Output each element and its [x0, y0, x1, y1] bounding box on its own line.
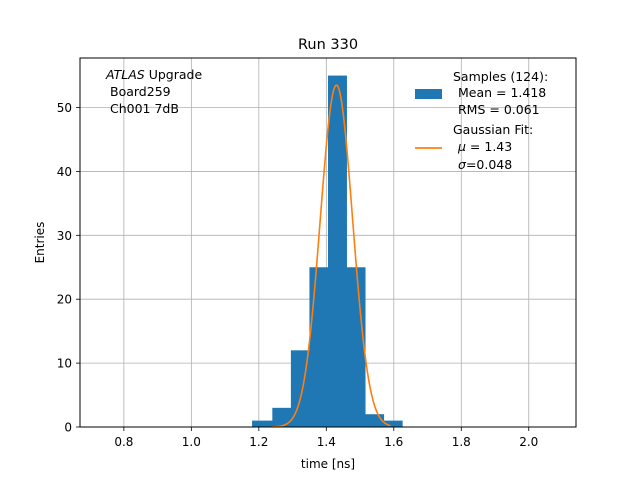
annotation-upgrade: Upgrade [145, 67, 203, 82]
histogram-bar [309, 267, 329, 427]
histogram-bar [328, 75, 347, 428]
x-tick-label: 1.4 [317, 435, 336, 449]
legend-fit-sigma: σ=0.048 [458, 157, 512, 172]
histogram-bar [252, 420, 273, 427]
legend-samples-title: Samples (124): [453, 69, 548, 84]
y-tick-label: 0 [64, 421, 72, 435]
annotation-atlas: ATLAS [105, 67, 145, 82]
x-tick-label: 2.0 [519, 435, 538, 449]
legend-mu-symbol: μ [457, 139, 466, 154]
histogram-bars [252, 75, 403, 428]
gaussian-fit-curve [272, 84, 391, 428]
legend-sigma-value: =0.048 [466, 157, 512, 172]
histogram-bar [383, 420, 403, 427]
histogram-bar [272, 407, 292, 427]
y-axis-ticks: 0 10 20 30 40 50 [57, 101, 80, 435]
plot-frame [79, 57, 577, 428]
legend-sigma-symbol: σ [458, 157, 467, 172]
y-tick-label: 10 [57, 357, 72, 371]
legend-fit-mu: μ = 1.43 [457, 139, 512, 154]
legend-fit-title: Gaussian Fit: [453, 122, 533, 137]
atlas-annotation: ATLAS Upgrade Board259 Ch001 7dB [105, 67, 202, 116]
legend-samples-swatch [415, 89, 442, 99]
y-tick-label: 40 [57, 165, 72, 179]
y-tick-label: 20 [57, 293, 72, 307]
y-axis-label: Entries [33, 222, 47, 264]
annotation-channel: Ch001 7dB [110, 101, 179, 116]
x-tick-label: 1.8 [452, 435, 471, 449]
x-tick-label: 0.8 [114, 435, 133, 449]
y-tick-label: 30 [57, 229, 72, 243]
x-axis-label: time [ns] [301, 457, 355, 471]
histogram-bar [346, 267, 366, 427]
x-tick-label: 1.0 [182, 435, 201, 449]
x-tick-label: 1.6 [384, 435, 403, 449]
annotation-line-1: ATLAS Upgrade [105, 67, 202, 82]
annotation-board: Board259 [110, 84, 171, 99]
legend: Samples (124): Mean = 1.418 RMS = 0.061 … [415, 69, 548, 172]
y-tick-label: 50 [57, 101, 72, 115]
chart-title: Run 330 [298, 37, 358, 53]
legend-mu-value: = 1.43 [466, 139, 512, 154]
legend-samples-mean: Mean = 1.418 [458, 85, 546, 100]
legend-samples-rms: RMS = 0.061 [458, 102, 540, 117]
x-axis-ticks: 0.8 1.0 1.2 1.4 1.6 1.8 2.0 [114, 427, 538, 449]
x-tick-label: 1.2 [249, 435, 268, 449]
